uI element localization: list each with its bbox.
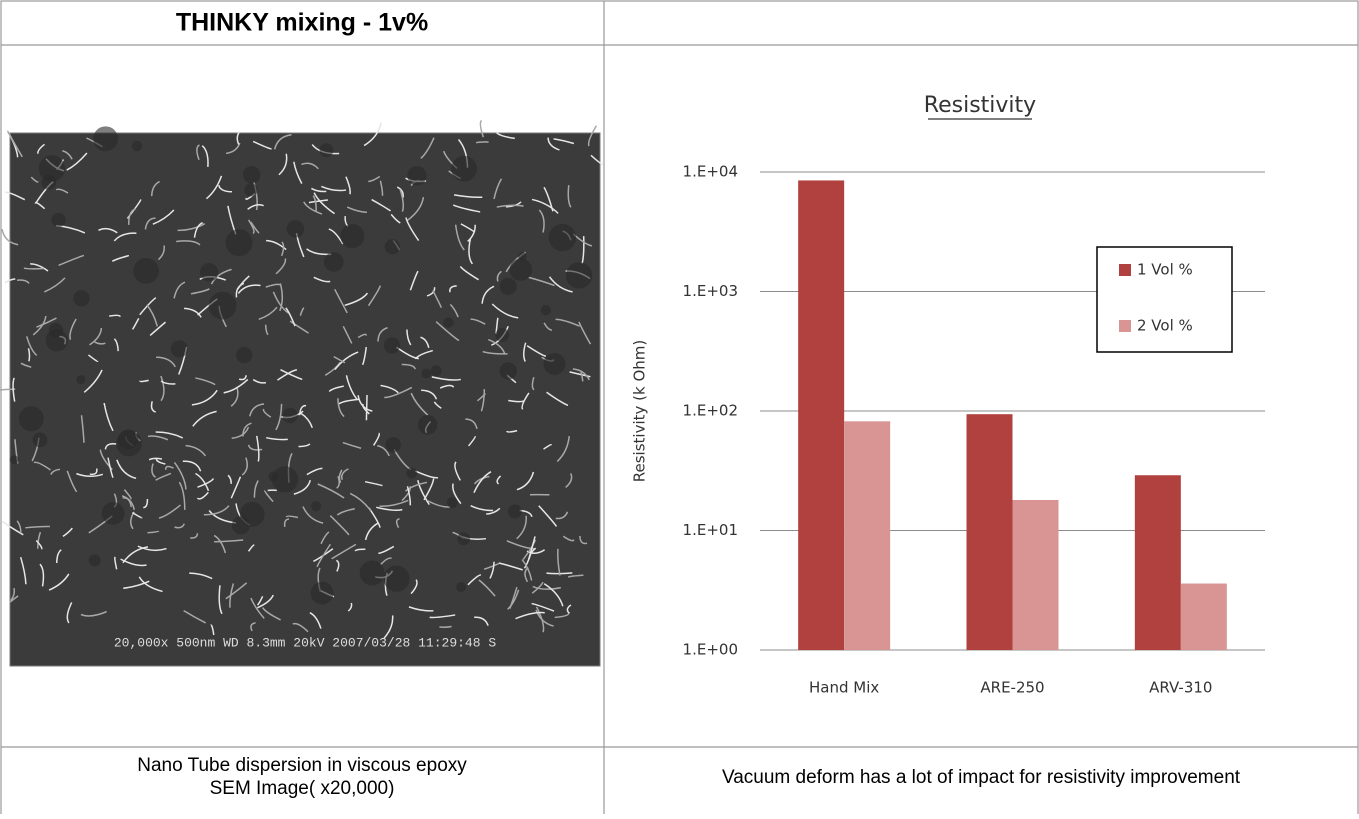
nanotube — [24, 268, 44, 269]
texture-spot — [116, 431, 142, 457]
texture-spot — [311, 582, 334, 605]
texture-spot — [93, 126, 118, 151]
texture-spot — [19, 406, 44, 431]
y-axis-label: Resistivity (k Ohm) — [631, 340, 649, 482]
x-tick-label: Hand Mix — [809, 679, 879, 697]
nanotube — [439, 626, 451, 627]
texture-spot — [76, 375, 85, 384]
bar — [1013, 500, 1059, 650]
texture-spot — [272, 466, 298, 492]
texture-spot — [566, 262, 592, 288]
nanotube — [366, 395, 367, 420]
y-tick-label: 1.E+02 — [683, 402, 738, 420]
texture-spot — [73, 290, 89, 306]
texture-spot — [385, 239, 400, 254]
texture-spot — [340, 224, 364, 248]
texture-spot — [89, 554, 101, 566]
legend-label: 1 Vol % — [1137, 261, 1193, 279]
texture-spot — [324, 252, 344, 272]
texture-spot — [495, 328, 509, 342]
caption-right: Vacuum deform has a lot of impact for re… — [722, 767, 1241, 788]
texture-spot — [226, 229, 253, 256]
texture-spot — [236, 347, 252, 363]
page: THINKY mixing - 1v% 20,000x 500nm WD 8.3… — [0, 0, 1359, 814]
document: THINKY mixing - 1v% 20,000x 500nm WD 8.3… — [0, 0, 1359, 814]
texture-spot — [282, 408, 297, 423]
texture-spot — [443, 317, 453, 327]
texture-spot — [360, 561, 385, 586]
legend-label: 2 Vol % — [1137, 317, 1193, 335]
y-tick-label: 1.E+00 — [683, 641, 738, 659]
x-tick-label: ARV-310 — [1149, 679, 1212, 697]
caption-left: SEM Image( x20,000) — [210, 778, 395, 799]
chart: Resistivity Resistivity (k Ohm) 1.E+00 1.E+… — [631, 93, 1266, 697]
texture-spot — [510, 259, 532, 281]
bar — [1181, 584, 1227, 650]
sem-background — [10, 133, 600, 666]
legend-swatch — [1119, 320, 1131, 332]
texture-spot — [133, 258, 159, 284]
texture-spot — [418, 415, 438, 435]
texture-spot — [320, 143, 334, 157]
y-tick-label: 1.E+04 — [683, 163, 738, 181]
texture-spot — [171, 340, 188, 357]
texture-spot — [508, 504, 522, 518]
texture-spot — [200, 263, 218, 281]
texture-spot — [457, 532, 470, 545]
texture-spot — [456, 582, 466, 592]
y-tick-label: 1.E+03 — [683, 282, 738, 300]
texture-spot — [421, 368, 431, 378]
texture-spot — [384, 337, 400, 353]
texture-spot — [46, 329, 68, 351]
texture-spot — [407, 166, 426, 185]
texture-spot — [51, 213, 65, 227]
caption-left: Nano Tube dispersion in viscous epoxy — [137, 755, 467, 776]
texture-spot — [244, 183, 257, 196]
bar — [1135, 475, 1181, 650]
texture-spot — [544, 353, 566, 375]
texture-spot — [518, 252, 527, 261]
texture-spot — [209, 292, 237, 320]
y-tick-label: 1.E+01 — [683, 521, 738, 539]
texture-spot — [10, 455, 19, 464]
texture-spot — [500, 278, 517, 295]
texture-spot — [311, 501, 321, 511]
texture-spot — [499, 362, 516, 379]
texture-spot — [33, 433, 48, 448]
texture-spot — [102, 502, 125, 525]
texture-spot — [431, 365, 442, 376]
bar — [798, 180, 844, 650]
texture-spot — [41, 175, 56, 190]
texture-spot — [287, 220, 305, 238]
texture-spot — [232, 516, 250, 534]
sem-overlay-text: 20,000x 500nm WD 8.3mm 20kV 2007/03/28 1… — [114, 635, 496, 650]
texture-spot — [541, 305, 551, 315]
bar — [844, 421, 890, 650]
x-tick-label: ARE-250 — [980, 679, 1044, 697]
texture-spot — [447, 497, 458, 508]
legend-swatch — [1119, 264, 1131, 276]
title: THINKY mixing - 1v% — [176, 9, 428, 37]
nanotube — [476, 142, 489, 143]
texture-spot — [549, 224, 576, 251]
texture-spot — [243, 166, 261, 184]
sem-image — [0, 120, 603, 666]
texture-spot — [132, 141, 142, 151]
bar — [967, 414, 1013, 650]
texture-spot — [386, 437, 401, 452]
texture-spot — [383, 566, 409, 592]
chart-title: Resistivity — [924, 93, 1036, 118]
texture-spot — [406, 468, 417, 479]
texture-spot — [451, 156, 477, 182]
